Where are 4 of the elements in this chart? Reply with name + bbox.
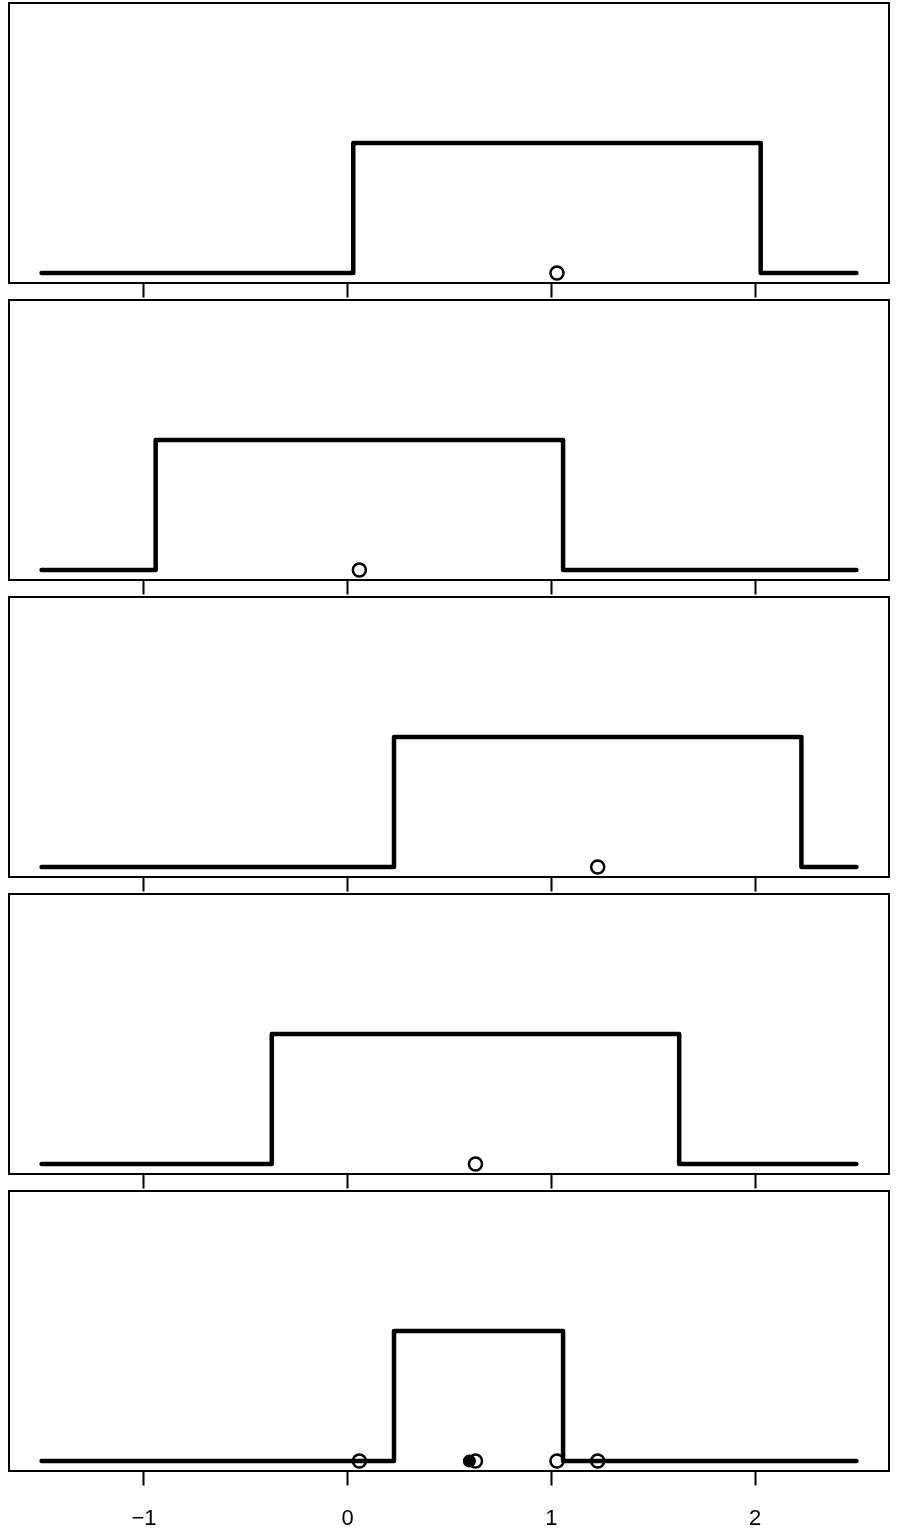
x-tick-label: 2 (748, 1504, 762, 1530)
x-tick-label: −1 (131, 1504, 157, 1530)
x-tick-label: 1 (545, 1504, 558, 1530)
x-tick-label: 0 (341, 1504, 354, 1530)
